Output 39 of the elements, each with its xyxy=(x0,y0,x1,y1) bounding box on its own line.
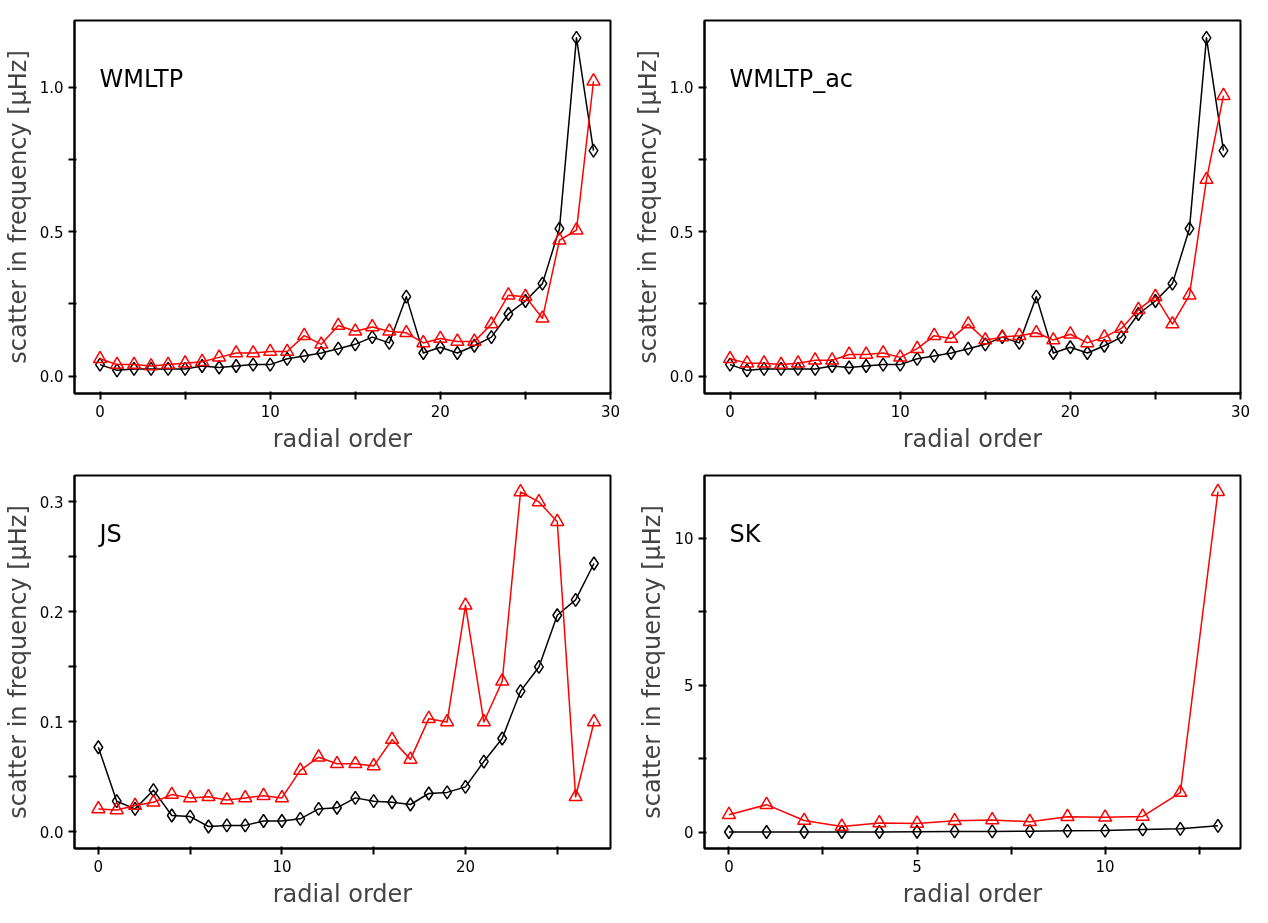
x-tick-label: 20 xyxy=(455,857,476,876)
x-axis-title: radial order xyxy=(272,424,413,453)
y-tick-label: 0 xyxy=(683,824,694,843)
annotation: JS xyxy=(97,519,122,548)
x-tick-label: 5 xyxy=(912,857,922,876)
x-tick-label: 10 xyxy=(890,402,910,421)
y-tick-label: 0.3 xyxy=(39,493,64,512)
y-tick-label: 1.0 xyxy=(39,79,64,97)
x-tick-label: 0 xyxy=(724,857,734,876)
x-tick-label: 10 xyxy=(272,857,292,876)
annotation: SK xyxy=(729,519,762,548)
y-tick-label: 0.1 xyxy=(39,713,64,732)
x-tick-label: 10 xyxy=(1095,857,1115,876)
annotation: WMLTP xyxy=(99,64,184,93)
y-tick-label: 0.0 xyxy=(39,368,64,387)
x-tick-label: 20 xyxy=(1060,402,1080,421)
y-tick-label: 0.2 xyxy=(39,603,64,622)
y-tick-label: 10 xyxy=(674,530,694,549)
x-tick-label: 0 xyxy=(725,402,735,421)
x-tick-label: 30 xyxy=(1230,402,1251,421)
x-tick-label: 0 xyxy=(95,402,105,421)
y-tick-label: 0.5 xyxy=(39,223,64,242)
annotation: WMLTP_ac xyxy=(729,64,854,93)
x-tick-label: 10 xyxy=(260,402,280,421)
y-tick-label: 1.0 xyxy=(669,79,694,97)
y-tick-label: 5 xyxy=(683,677,694,696)
y-tick-label: 0.0 xyxy=(39,824,64,842)
x-axis-title: radial order xyxy=(272,879,413,908)
x-tick-label: 20 xyxy=(430,402,450,421)
y-axis-title: scatter in frequency [μHz] xyxy=(3,50,32,364)
x-tick-label: 30 xyxy=(600,402,621,421)
y-axis-title: scatter in frequency [μHz] xyxy=(638,505,667,819)
y-tick-label: 0.0 xyxy=(669,368,694,387)
x-tick-label: 0 xyxy=(93,857,104,876)
x-axis-title: radial order xyxy=(902,879,1043,908)
y-tick-label: 0.5 xyxy=(669,223,694,242)
y-axis-title: scatter in frequency [μHz] xyxy=(3,505,32,819)
x-axis-title: radial order xyxy=(902,424,1043,453)
y-axis-title: scatter in frequency [μHz] xyxy=(633,50,662,364)
